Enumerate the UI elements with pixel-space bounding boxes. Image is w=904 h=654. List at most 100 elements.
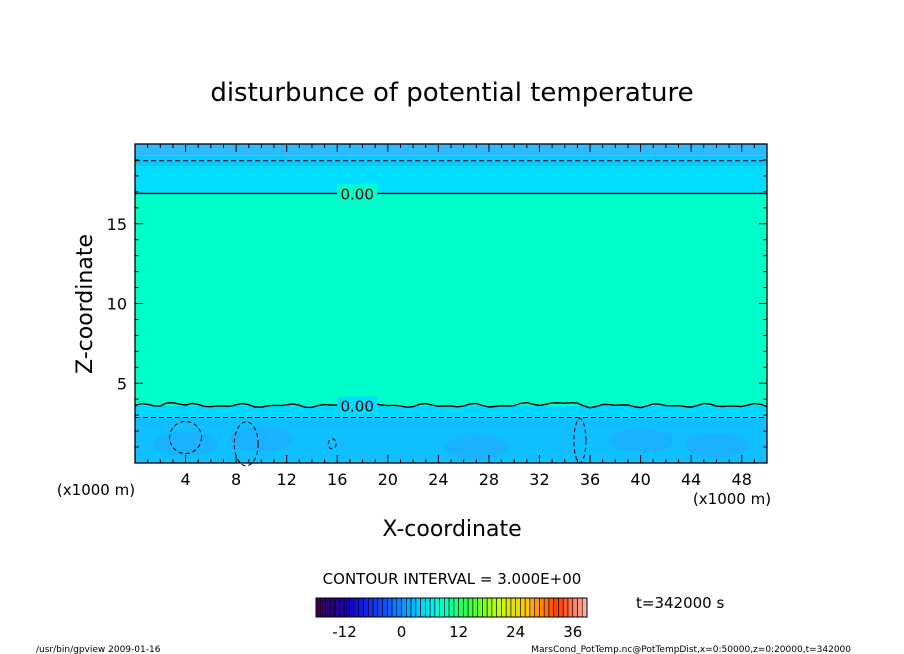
colorbar-cell bbox=[510, 597, 516, 618]
x-tick-label: 24 bbox=[428, 470, 448, 489]
colorbar-cell bbox=[396, 597, 402, 618]
x-tick-label: 32 bbox=[529, 470, 549, 489]
colorbar-cell bbox=[448, 597, 455, 618]
colorbar-cell bbox=[515, 597, 521, 618]
colorbar-cell bbox=[353, 597, 360, 618]
x-tick-label: 4 bbox=[180, 470, 190, 489]
x-axis-ticks: 4 8 12 16 20 24 28 32 36 40 44 48 bbox=[134, 144, 768, 489]
colorbar-cell bbox=[420, 597, 426, 618]
colorbar-cell bbox=[344, 597, 350, 618]
colorbar-cell bbox=[477, 597, 483, 618]
colorbar-tick-label: 24 bbox=[506, 623, 525, 641]
colorbar-cell bbox=[496, 597, 502, 618]
heatmap-layers bbox=[135, 144, 767, 463]
colorbar-cell bbox=[534, 597, 540, 618]
colorbar-tick-label: 12 bbox=[449, 623, 468, 641]
colorbar-cell bbox=[505, 597, 512, 618]
y-axis-label: Z-coordinate bbox=[73, 234, 98, 374]
colorbar-cell bbox=[325, 597, 331, 618]
colorbar-cell bbox=[406, 597, 412, 618]
y-axis-ticks: 5 10 15 bbox=[107, 143, 767, 464]
time-label: t=342000 s bbox=[636, 594, 724, 612]
colorbar-cell bbox=[553, 597, 559, 618]
colorbar-cell bbox=[577, 597, 583, 618]
contour-cell bbox=[169, 420, 203, 454]
colorbar-cell bbox=[529, 597, 536, 618]
x-tick-label: 20 bbox=[378, 470, 398, 489]
colorbar-cell bbox=[367, 597, 374, 618]
colorbar-cell bbox=[491, 597, 497, 618]
colorbar-cell bbox=[581, 597, 588, 618]
colorbar-cell bbox=[391, 597, 398, 618]
colorbar-cell bbox=[320, 597, 326, 618]
heatmap-layer bbox=[135, 144, 767, 156]
colorbar-cell bbox=[539, 597, 545, 618]
colorbar-cell bbox=[453, 597, 459, 618]
colorbar-cell bbox=[472, 597, 478, 618]
heatmap-blotch bbox=[608, 428, 673, 453]
colorbar-ticks: -12 0 12 24 36 bbox=[332, 623, 582, 641]
y-tick-label: 15 bbox=[107, 215, 127, 234]
colorbar-cell bbox=[524, 597, 531, 618]
colorbar-cell bbox=[339, 597, 345, 618]
contour-label: 0.00 bbox=[340, 185, 373, 203]
colorbar-cell bbox=[486, 597, 493, 618]
heatmap-layer bbox=[135, 166, 767, 194]
x-tick-label: 28 bbox=[479, 470, 499, 489]
colorbar-cell bbox=[358, 597, 364, 618]
colorbar-cell bbox=[548, 597, 555, 618]
colorbar-cell bbox=[401, 597, 407, 618]
footer-left: /usr/bin/gpview 2009-01-16 bbox=[36, 645, 161, 654]
x-axis-unit-left: (x1000 m) bbox=[57, 481, 135, 499]
heatmap-blotch bbox=[229, 427, 294, 452]
colorbar-cell bbox=[501, 597, 507, 618]
colorbar-frame bbox=[315, 597, 588, 618]
colorbar-cell bbox=[377, 597, 383, 618]
chart-title: disturbunce of potential temperature bbox=[210, 78, 693, 108]
colorbar-cell bbox=[363, 597, 369, 618]
contour-lines bbox=[134, 160, 768, 467]
colorbar-cells bbox=[315, 597, 588, 618]
colorbar-cell bbox=[315, 597, 322, 618]
contour-cell bbox=[233, 421, 259, 467]
x-tick-label: 44 bbox=[681, 470, 701, 489]
colorbar-cell bbox=[329, 597, 336, 618]
colorbar-cell bbox=[463, 597, 469, 618]
colorbar-cell bbox=[425, 597, 431, 618]
y-tick-label: 10 bbox=[107, 295, 127, 314]
colorbar-cell bbox=[410, 597, 417, 618]
colorbar-cell bbox=[434, 597, 440, 618]
colorbar-tick-label: 0 bbox=[397, 623, 407, 641]
heatmap-layer bbox=[135, 193, 767, 406]
heatmap-layer bbox=[135, 405, 767, 417]
contour-cell bbox=[327, 438, 337, 450]
colorbar-cell bbox=[439, 597, 445, 618]
x-tick-label: 36 bbox=[580, 470, 600, 489]
y-tick-label: 5 bbox=[117, 374, 127, 393]
colorbar-cell bbox=[348, 597, 355, 618]
contour-labels: 0.00 0.00 bbox=[337, 184, 378, 416]
contour-label-bg bbox=[337, 184, 378, 203]
x-tick-label: 40 bbox=[630, 470, 650, 489]
x-tick-label: 48 bbox=[732, 470, 752, 489]
colorbar-cell bbox=[387, 597, 393, 618]
colorbar-cell bbox=[562, 597, 569, 618]
colorbar-cell bbox=[520, 597, 526, 618]
colorbar-cell bbox=[558, 597, 564, 618]
colorbar: -12 0 12 24 36 bbox=[315, 597, 588, 641]
colorbar-tick-label: -12 bbox=[332, 623, 357, 641]
colorbar-cell bbox=[382, 597, 388, 618]
colorbar-cell bbox=[429, 597, 436, 618]
colorbar-cell bbox=[567, 597, 574, 618]
colorbar-cell bbox=[415, 597, 421, 618]
heatmap-blotch bbox=[444, 435, 509, 460]
contour-zero-lower bbox=[134, 401, 768, 409]
contour-interval: CONTOUR INTERVAL = 3.000E+00 bbox=[323, 570, 582, 588]
colorbar-cell bbox=[467, 597, 474, 618]
contour-label: 0.00 bbox=[340, 398, 373, 416]
colorbar-cell bbox=[572, 597, 578, 618]
x-axis-unit-right: (x1000 m) bbox=[693, 490, 771, 508]
colorbar-cell bbox=[372, 597, 379, 618]
contour-label-bg bbox=[337, 396, 378, 415]
x-axis-label: X-coordinate bbox=[382, 517, 521, 542]
